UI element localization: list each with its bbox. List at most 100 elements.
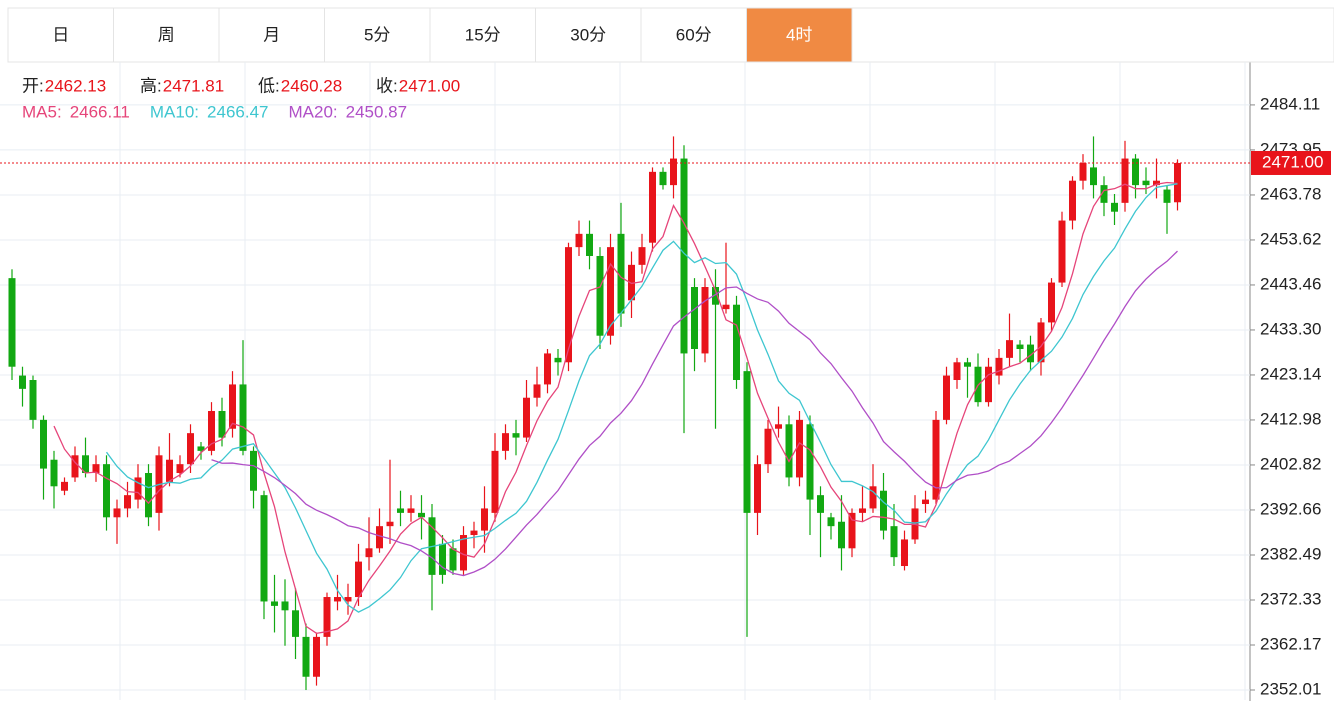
candle-body <box>239 384 247 451</box>
candle-body <box>8 278 16 367</box>
y-tick-label: 2453.62 <box>1260 229 1321 248</box>
candle-body <box>922 499 929 505</box>
candle-body <box>943 375 950 420</box>
candle-body <box>1016 344 1024 350</box>
candle-body <box>418 512 425 518</box>
ohlc-value: 2471.81 <box>163 76 224 95</box>
candle-body <box>40 419 47 469</box>
y-tick-label: 2382.49 <box>1260 544 1321 563</box>
candle-body <box>743 371 751 513</box>
y-tick-label: 2372.33 <box>1260 589 1321 608</box>
candle-body <box>859 508 866 513</box>
candle-body <box>386 521 394 527</box>
candle-body <box>61 481 68 491</box>
candle-body <box>827 517 835 527</box>
candle-body <box>260 495 268 602</box>
candle-body <box>1069 180 1076 221</box>
candle-body <box>449 548 457 571</box>
tab-label[interactable]: 30分 <box>570 25 606 44</box>
candle-body <box>817 495 824 513</box>
y-tick-label: 2392.66 <box>1260 499 1321 518</box>
candle-body <box>323 597 331 637</box>
ma-legend-name: MA20: <box>288 102 337 121</box>
candle-body <box>1079 162 1087 181</box>
candle-body <box>187 433 194 465</box>
ma-legend-name: MA10: <box>150 102 199 121</box>
ohlc-value: 2460.28 <box>281 76 342 95</box>
candle-body <box>250 450 257 491</box>
ohlc-value: 2471.00 <box>399 76 460 95</box>
candle-body <box>1174 162 1181 203</box>
candle-body <box>596 255 604 336</box>
candle-body <box>1090 167 1097 186</box>
tab-label[interactable]: 15分 <box>465 25 501 44</box>
ma-legend-name: MA5: <box>22 102 62 121</box>
y-tick-label: 2412.98 <box>1260 409 1321 428</box>
tab[interactable] <box>7 7 114 63</box>
candle-body <box>1006 340 1013 358</box>
candle-body <box>481 508 488 531</box>
candle-body <box>512 433 520 438</box>
tab[interactable] <box>746 7 853 63</box>
candle-body <box>523 397 530 438</box>
y-tick-label: 2352.01 <box>1260 679 1321 698</box>
candle-body <box>1132 158 1139 186</box>
candle-body <box>176 464 184 474</box>
candle-body <box>659 171 667 186</box>
candle-body <box>764 428 772 465</box>
candle-body <box>145 473 152 518</box>
candle-body <box>292 610 299 637</box>
candle-body <box>628 264 635 301</box>
last-price-label: 2471.00 <box>1262 152 1323 171</box>
candle-body <box>880 490 887 531</box>
candle-body <box>313 636 320 677</box>
last-price-box <box>1251 150 1331 175</box>
candle-body <box>1048 282 1055 323</box>
candle-body <box>869 486 877 509</box>
y-tick-label: 2433.30 <box>1260 319 1321 338</box>
candle-body <box>649 171 656 243</box>
tab-label[interactable]: 周 <box>158 25 175 44</box>
candle-body <box>1058 220 1066 283</box>
candle-body <box>722 304 730 310</box>
candle-body <box>1027 344 1034 363</box>
candle-body <box>1111 202 1118 212</box>
candle-body <box>82 455 89 474</box>
candle-body <box>554 357 562 363</box>
y-tick-label: 2484.11 <box>1260 94 1320 113</box>
y-tick-label: 2402.82 <box>1260 454 1321 473</box>
candle-body <box>838 521 845 549</box>
candle-body <box>344 597 352 602</box>
candle-body <box>281 601 289 611</box>
candle-body <box>701 286 709 354</box>
tab-label[interactable]: 5分 <box>364 25 390 44</box>
ohlc-label: 高: <box>140 76 162 95</box>
tab[interactable] <box>640 7 747 63</box>
candle-body <box>617 233 625 314</box>
tab-label[interactable]: 月 <box>263 25 280 44</box>
candle-body <box>848 512 856 549</box>
y-tick-label: 2423.14 <box>1260 364 1321 383</box>
candle-body <box>680 158 688 354</box>
candle-body <box>953 362 961 381</box>
ma-line <box>53 181 1178 635</box>
candle-body <box>607 247 614 336</box>
candle-body <box>271 601 278 606</box>
ma-legend-value: 2466.11 <box>70 102 130 121</box>
tab[interactable] <box>535 7 642 63</box>
candle-body <box>670 158 677 186</box>
candle-body <box>19 375 26 389</box>
tab-label[interactable]: 日 <box>52 25 69 44</box>
candle-body <box>229 384 236 429</box>
candle-body <box>197 446 205 451</box>
candle-body <box>796 419 803 478</box>
candle-body <box>470 530 478 536</box>
tab-label[interactable]: 60分 <box>676 25 712 44</box>
tab-label[interactable]: 4时 <box>786 25 812 44</box>
y-tick-label: 2463.78 <box>1260 184 1321 203</box>
tab[interactable] <box>113 7 220 63</box>
candle-body <box>113 508 121 518</box>
candle-body <box>1100 185 1108 203</box>
